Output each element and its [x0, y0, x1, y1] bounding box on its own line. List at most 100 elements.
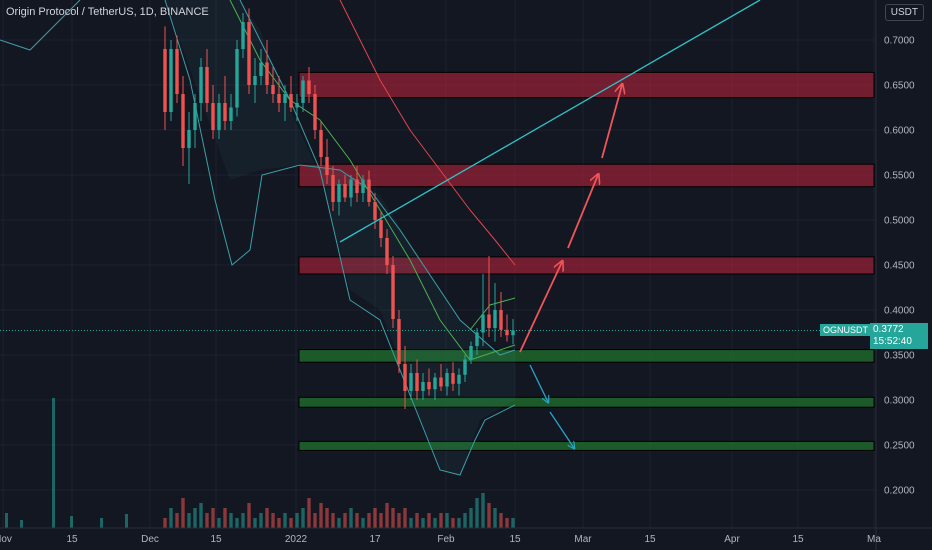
resistance-zone: [298, 256, 875, 275]
volume-bar: [403, 508, 407, 528]
candle-body: [511, 330, 515, 336]
bar-countdown: 15:52:40: [873, 336, 912, 347]
candle-body: [169, 49, 173, 112]
candle-body: [223, 103, 227, 121]
candle-body: [445, 373, 449, 387]
candle-body: [193, 103, 197, 130]
volume-bar: [379, 513, 383, 528]
candle-body: [487, 314, 491, 328]
volume-bar: [217, 518, 221, 528]
y-tick-label: 0.4500: [884, 261, 915, 272]
resistance-zone: [298, 71, 875, 99]
volume-bar: [391, 508, 395, 528]
volume-bar: [289, 518, 293, 528]
volume-bar: [349, 508, 353, 528]
volume-bar: [457, 518, 461, 528]
volume-bar: [325, 508, 329, 528]
candle-body: [229, 107, 233, 121]
volume-bar: [100, 518, 103, 528]
bollinger-fill: [165, 0, 515, 475]
volume-bar: [241, 513, 245, 528]
target-arrow-up: [601, 85, 622, 159]
volume-bar: [439, 513, 443, 528]
resistance-zone: [298, 163, 875, 188]
candle-body: [205, 67, 209, 103]
volume-bar: [355, 513, 359, 528]
volume-bar: [463, 513, 467, 528]
y-tick-label: 0.2000: [884, 486, 915, 497]
chart-title: Origin Protocol / TetherUS, 1D, BINANCE: [6, 6, 209, 18]
currency-button[interactable]: USDT: [884, 4, 924, 21]
y-tick-label: 0.4000: [884, 306, 915, 317]
candle-body: [319, 130, 323, 157]
current-price-value: 0.3772: [873, 324, 904, 335]
volume-bar: [301, 508, 305, 528]
candle-body: [427, 382, 431, 390]
volume-bar: [343, 513, 347, 528]
ma-slow: [339, 0, 516, 266]
y-tick-label: 0.7000: [884, 36, 915, 47]
volume-bar: [361, 518, 365, 528]
volume-bar: [187, 513, 191, 528]
volume-bar: [295, 513, 299, 528]
candle-body: [235, 49, 239, 108]
volume-bar: [181, 498, 185, 528]
volume-bar: [253, 518, 257, 528]
volume-bar: [5, 513, 8, 528]
x-tick-label: Ma: [867, 534, 881, 545]
candle-body: [499, 310, 503, 330]
candle-body: [349, 179, 353, 198]
y-axis: 0.7000 0.6500 0.6000 0.5500 0.5000 0.4500 0.40…: [875, 0, 915, 550]
symbol-label: OGNUSDT: [820, 324, 871, 336]
candle-body: [493, 310, 497, 328]
x-tick-label: 17: [369, 534, 381, 545]
candle-body: [379, 220, 383, 238]
volume-bar: [211, 508, 215, 528]
candle-body: [259, 62, 263, 76]
volume-bar: [229, 513, 233, 528]
volume-bar: [337, 518, 341, 528]
volume-bar: [367, 513, 371, 528]
volume-bar: [445, 513, 449, 528]
volume-bar: [373, 508, 377, 528]
x-tick-label: Nov: [0, 534, 12, 545]
volume-bar: [247, 503, 251, 528]
candle-body: [409, 373, 413, 391]
volume-bar: [175, 513, 179, 528]
target-arrow-down: [549, 411, 574, 448]
target-arrow-up: [519, 262, 562, 353]
volume-bar: [385, 503, 389, 528]
support-zone: [298, 440, 875, 451]
candle-body: [163, 49, 167, 112]
volume-bar: [20, 520, 23, 528]
trendline: [339, 0, 761, 243]
volume-bar: [52, 398, 55, 528]
volume-bar: [493, 508, 497, 528]
candle-body: [457, 374, 461, 384]
zones: [298, 71, 875, 451]
volume-bar: [223, 508, 227, 528]
volume-bar: [277, 518, 281, 528]
support-zone: [298, 349, 875, 363]
candle-body: [403, 364, 407, 391]
candle-body: [439, 377, 443, 387]
volume-bar: [451, 518, 455, 528]
volume-bar: [421, 518, 425, 528]
volume-bar: [511, 518, 515, 528]
volume-bar: [397, 513, 401, 528]
candle-body: [451, 373, 455, 384]
volume-bar: [265, 508, 269, 528]
volume-bar: [481, 493, 485, 528]
candle-body: [217, 103, 221, 130]
bollinger-upper: [164, 0, 516, 356]
x-tick-label: 15: [210, 534, 222, 545]
target-arrow-up: [567, 175, 598, 249]
candle-body: [307, 80, 311, 94]
candle-body: [367, 179, 371, 202]
candle-body: [421, 382, 425, 391]
volume-bar: [475, 498, 479, 528]
volume-bar: [271, 513, 275, 528]
candle-body: [373, 202, 377, 220]
